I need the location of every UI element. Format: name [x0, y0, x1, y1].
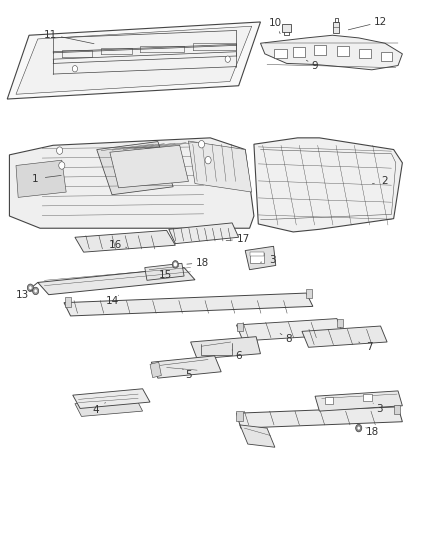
Polygon shape [283, 24, 291, 31]
Polygon shape [151, 356, 221, 378]
Text: 3: 3 [376, 404, 383, 414]
Text: 13: 13 [16, 289, 29, 300]
Polygon shape [145, 263, 184, 280]
Text: 7: 7 [366, 342, 373, 352]
Bar [394, 405, 400, 414]
Bar [251, 253, 264, 263]
Bar [306, 289, 311, 298]
Polygon shape [16, 26, 252, 94]
Circle shape [29, 286, 32, 289]
Bar [381, 52, 392, 61]
Text: 18: 18 [366, 427, 379, 438]
Polygon shape [38, 268, 195, 295]
Text: 6: 6 [235, 351, 242, 361]
Text: 15: 15 [159, 270, 173, 280]
Bar [237, 411, 243, 421]
Circle shape [357, 426, 360, 430]
Polygon shape [150, 362, 161, 377]
Circle shape [205, 157, 211, 164]
Circle shape [59, 162, 65, 169]
Polygon shape [191, 337, 261, 359]
Polygon shape [333, 22, 339, 33]
Bar [314, 45, 326, 55]
Text: 2: 2 [381, 176, 388, 187]
Polygon shape [73, 389, 150, 408]
Bar [251, 252, 264, 256]
Text: 4: 4 [92, 405, 99, 415]
Polygon shape [245, 246, 276, 270]
Polygon shape [169, 223, 239, 244]
Polygon shape [261, 35, 403, 70]
Circle shape [173, 262, 177, 266]
Bar [337, 319, 343, 327]
Polygon shape [188, 141, 252, 192]
Polygon shape [315, 391, 403, 411]
Text: 14: 14 [106, 296, 119, 306]
Polygon shape [302, 326, 387, 348]
Circle shape [34, 289, 37, 293]
Text: 12: 12 [374, 17, 387, 27]
Polygon shape [254, 138, 403, 232]
Polygon shape [10, 138, 254, 228]
Polygon shape [7, 22, 261, 99]
Polygon shape [110, 146, 188, 188]
Bar [337, 46, 349, 56]
Circle shape [27, 284, 33, 292]
Text: 9: 9 [312, 61, 318, 70]
Polygon shape [97, 142, 173, 195]
Text: 5: 5 [185, 370, 192, 381]
Circle shape [198, 141, 205, 148]
Text: 16: 16 [109, 240, 122, 250]
Text: 18: 18 [196, 258, 209, 268]
Bar [274, 49, 287, 58]
Polygon shape [237, 319, 343, 341]
Text: 17: 17 [237, 234, 250, 244]
Polygon shape [75, 398, 143, 416]
Text: 1: 1 [32, 174, 38, 184]
Polygon shape [16, 160, 66, 197]
Bar [237, 323, 244, 332]
Polygon shape [64, 293, 313, 316]
Polygon shape [237, 407, 403, 428]
Circle shape [57, 147, 63, 155]
Text: 10: 10 [269, 18, 283, 28]
Bar [65, 297, 71, 307]
Polygon shape [75, 230, 175, 252]
Text: 8: 8 [286, 334, 292, 344]
Circle shape [172, 261, 178, 268]
Polygon shape [240, 425, 275, 447]
Circle shape [72, 66, 78, 72]
Circle shape [32, 287, 39, 295]
Circle shape [225, 56, 230, 62]
Bar [325, 397, 333, 404]
Text: 3: 3 [269, 255, 276, 265]
Bar [293, 47, 305, 56]
Text: 11: 11 [44, 30, 57, 40]
Bar [359, 49, 371, 58]
Bar [363, 393, 372, 401]
Circle shape [356, 424, 362, 432]
